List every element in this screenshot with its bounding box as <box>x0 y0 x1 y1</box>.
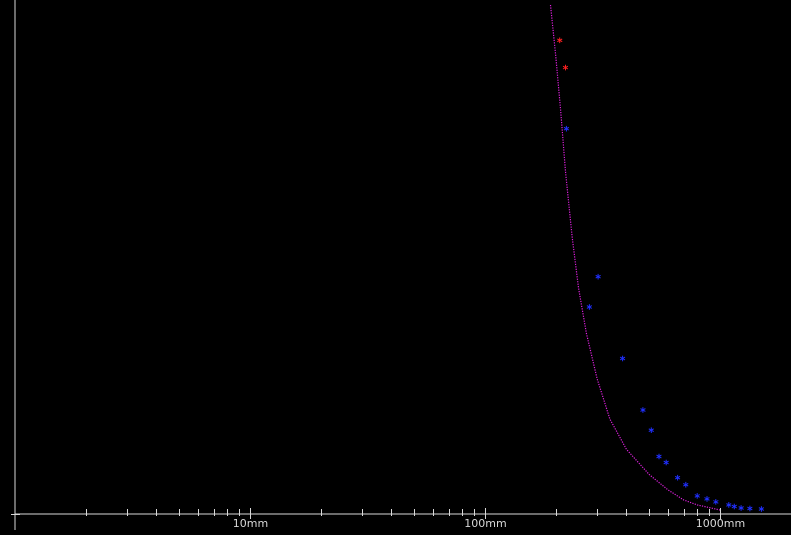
data-point <box>683 481 689 488</box>
x-tick-labels: 10mm 100mm 1000mm <box>233 517 745 530</box>
data-point <box>557 37 563 44</box>
data-point <box>694 493 700 499</box>
data-point <box>619 355 626 362</box>
data-point <box>595 273 601 280</box>
data-point <box>758 506 765 512</box>
data-point <box>656 453 662 460</box>
data-point <box>738 505 744 511</box>
data-point <box>704 496 710 502</box>
data-point <box>674 474 681 481</box>
data-point <box>648 427 654 433</box>
data-point <box>640 407 646 413</box>
data-points <box>557 37 765 512</box>
x-tick-label: 100mm <box>464 517 506 530</box>
data-point <box>663 459 669 466</box>
x-tick-label: 1000mm <box>696 517 745 530</box>
data-point <box>747 505 753 512</box>
data-point <box>731 503 737 510</box>
data-point <box>562 64 569 71</box>
data-point <box>726 502 732 508</box>
data-point <box>563 125 570 132</box>
x-tick-label: 10mm <box>233 517 268 530</box>
data-point <box>713 499 719 505</box>
data-point <box>586 304 593 310</box>
x-ticks <box>11 508 721 519</box>
